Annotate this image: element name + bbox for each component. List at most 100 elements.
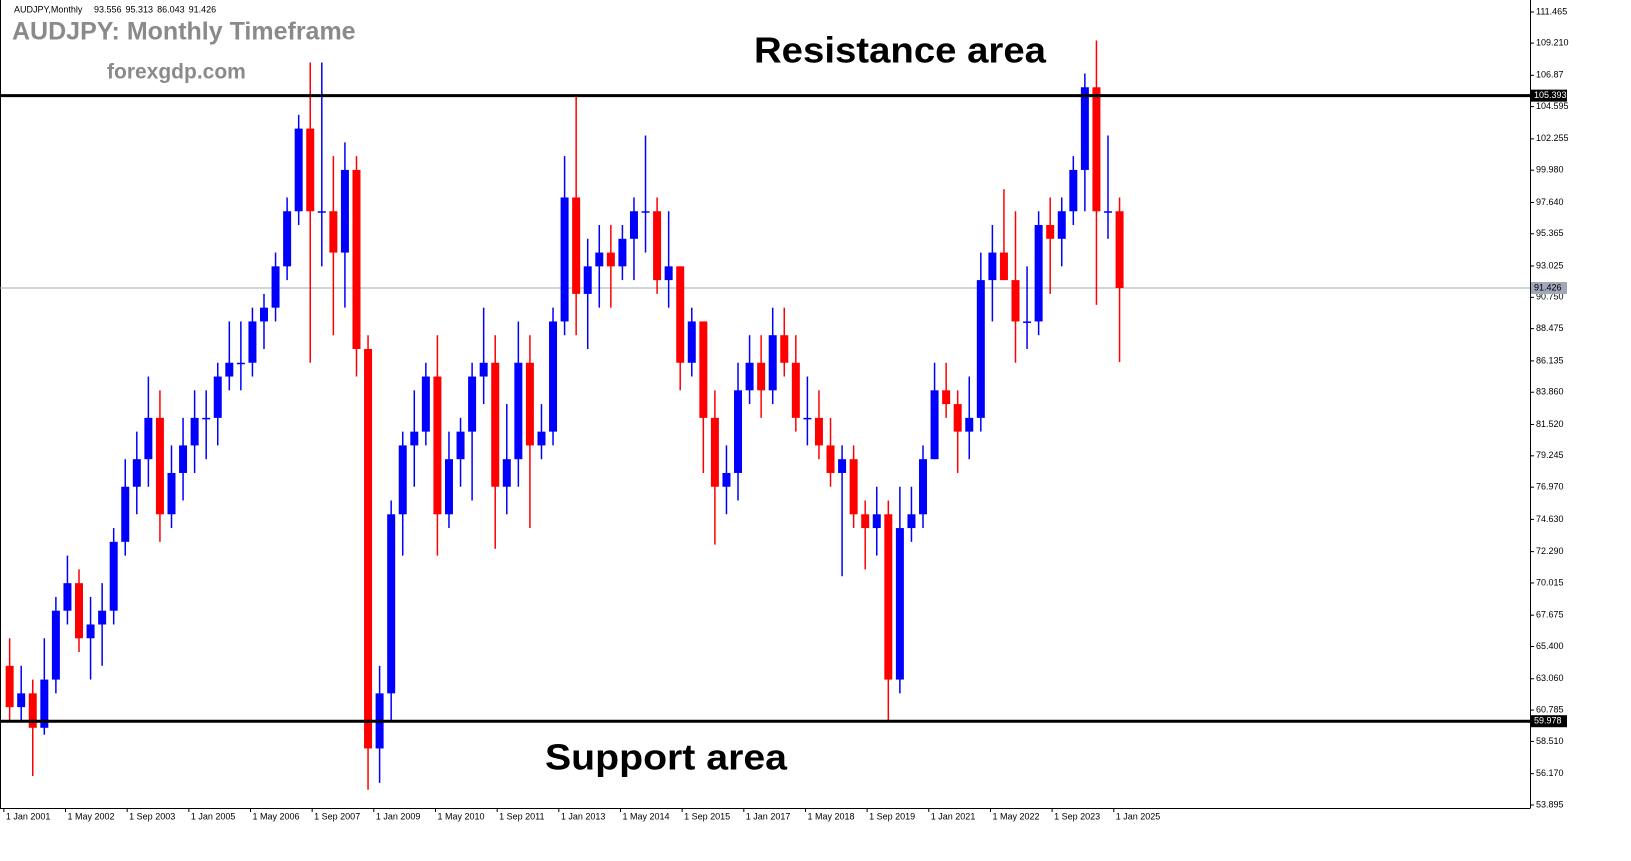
candle-body	[780, 335, 789, 363]
y-tick-label: 109.210	[1536, 37, 1569, 47]
candle-body	[687, 321, 696, 363]
candle-body	[236, 362, 245, 365]
y-tick-label: 81.520	[1536, 419, 1564, 429]
candle-body	[294, 128, 303, 212]
y-tick-label: 90.750	[1536, 292, 1564, 302]
candle-body	[653, 211, 662, 281]
y-tick-label: 63.060	[1536, 673, 1564, 683]
candle-body	[1034, 225, 1043, 322]
header-value: 93.556	[94, 4, 122, 14]
candle-body	[202, 417, 211, 420]
y-tick-label: 76.970	[1536, 482, 1564, 492]
candle-body	[340, 169, 349, 253]
candle-body	[895, 528, 904, 680]
header-value: 95.313	[126, 4, 154, 14]
candle-body	[872, 514, 881, 529]
x-tick-label: 1 Jan 2005	[191, 811, 236, 821]
x-tick-label: 1 Sep 2019	[869, 811, 915, 821]
candle-body	[1115, 211, 1124, 289]
candle-body	[930, 390, 939, 460]
x-tick-label: 1 May 2018	[807, 811, 854, 821]
x-tick-label: 1 May 2010	[437, 811, 484, 821]
y-tick-label: 67.675	[1536, 610, 1564, 620]
subtitle: forexgdp.com	[107, 61, 246, 84]
candle-body	[537, 431, 546, 446]
candle-body	[1080, 87, 1089, 170]
candle-body	[722, 472, 731, 487]
annotation: Resistance area	[754, 30, 1047, 71]
candle-body	[40, 679, 49, 728]
candle-body	[1057, 211, 1066, 239]
candle-body	[803, 417, 812, 420]
candle-body	[514, 362, 523, 460]
candle-body	[248, 321, 257, 363]
candle-body	[618, 238, 627, 267]
candle-body	[456, 431, 465, 460]
candle-body	[387, 514, 396, 694]
candle-body	[814, 417, 823, 446]
candle-body	[479, 362, 488, 377]
y-tick-label: 60.785	[1536, 704, 1564, 714]
candle-body	[965, 417, 974, 432]
y-tick-label: 99.980	[1536, 165, 1564, 175]
x-tick-label: 1 May 2022	[992, 811, 1039, 821]
candle-body	[259, 307, 268, 322]
candle-body	[942, 390, 951, 405]
candle-body	[757, 362, 766, 391]
candle-body	[1092, 87, 1101, 212]
x-tick-label: 1 Jan 2013	[561, 811, 606, 821]
x-tick-label: 1 Sep 2023	[1054, 811, 1100, 821]
x-tick-label: 1 May 2002	[68, 811, 115, 821]
header-value: 86.043	[157, 4, 185, 14]
candle-body	[167, 472, 176, 515]
y-tick-label: 93.025	[1536, 260, 1564, 270]
candle-body	[63, 583, 72, 611]
candle-body	[155, 417, 164, 515]
candle-body	[410, 431, 419, 446]
x-tick-label: 1 May 2014	[622, 811, 669, 821]
candle-body	[444, 459, 453, 515]
candle-body	[838, 459, 847, 473]
candle-body	[549, 321, 558, 432]
candle-body	[953, 404, 962, 432]
candle-body	[306, 128, 315, 212]
candle-body	[884, 514, 893, 680]
candle-body	[1046, 225, 1055, 239]
candle-body	[629, 211, 638, 239]
candle-body	[1023, 321, 1032, 323]
candle-body	[283, 211, 292, 267]
candle-body	[213, 376, 222, 418]
candle-body	[75, 583, 84, 639]
price-tag	[1531, 282, 1567, 295]
candle-body	[595, 252, 604, 267]
y-tick-label: 79.245	[1536, 450, 1564, 460]
y-tick-label: 104.595	[1536, 101, 1569, 111]
candle-body	[768, 335, 777, 391]
candle-body	[98, 610, 107, 625]
candle-body	[352, 169, 361, 349]
candle-body	[525, 362, 534, 446]
x-tick-label: 1 Jan 2025	[1116, 811, 1161, 821]
y-tick-label: 111.465	[1536, 6, 1567, 16]
x-tick-label: 1 Sep 2007	[314, 811, 360, 821]
candle-body	[560, 197, 569, 322]
candle-body	[28, 693, 37, 728]
candle-body	[179, 445, 188, 473]
candle-body	[791, 362, 800, 418]
candle-body	[86, 624, 95, 639]
x-tick-label: 1 Jan 2021	[931, 811, 976, 821]
candle-body	[433, 376, 442, 515]
y-tick-label: 70.015	[1536, 577, 1564, 587]
y-tick-label: 97.640	[1536, 197, 1564, 207]
candle-body	[988, 252, 997, 281]
candle-body	[491, 362, 500, 487]
candle-body	[1103, 211, 1112, 213]
y-tick-label: 65.400	[1536, 641, 1564, 651]
candle-body	[1069, 169, 1078, 212]
chart-title: AUDJPY: Monthly Timeframe	[12, 18, 356, 46]
y-tick-label: 83.860	[1536, 387, 1564, 397]
price-tag	[1531, 89, 1567, 102]
candle-body	[572, 197, 581, 294]
